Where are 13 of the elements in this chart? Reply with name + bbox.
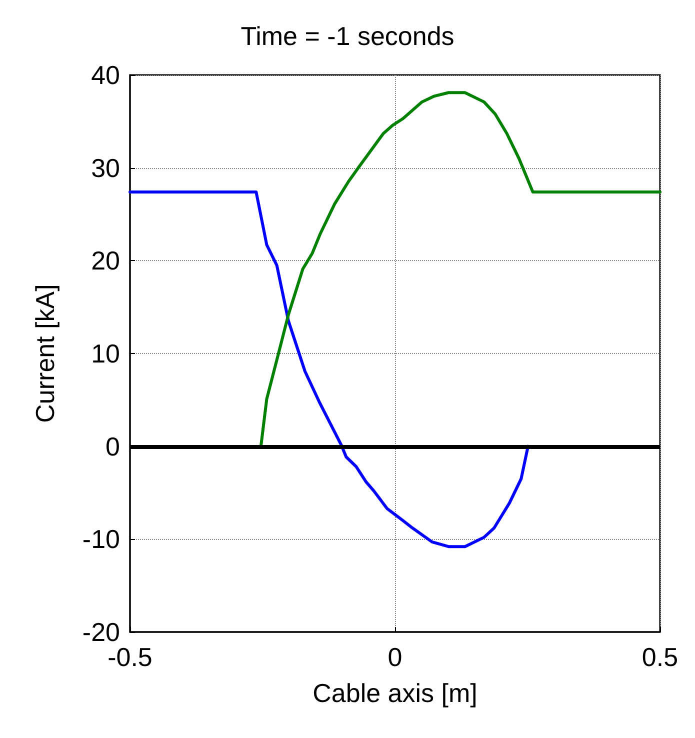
- y-tick-label: 10: [91, 338, 120, 368]
- x-axis-title: Cable axis [m]: [312, 678, 478, 708]
- y-tick-label: -10: [82, 524, 120, 554]
- x-tick-label: 0.5: [642, 642, 678, 672]
- y-tick-label: 0: [106, 431, 120, 462]
- x-tick-label: 0: [388, 642, 402, 672]
- y-tick-label: 30: [91, 152, 120, 183]
- y-tick-label: 40: [91, 60, 120, 90]
- chart-title: Time = -1 seconds: [240, 21, 454, 51]
- y-axis-title: Current [kA]: [30, 284, 60, 423]
- y-tick-label: 20: [91, 246, 120, 276]
- line-series: [259, 91, 662, 448]
- line-series: [128, 190, 530, 548]
